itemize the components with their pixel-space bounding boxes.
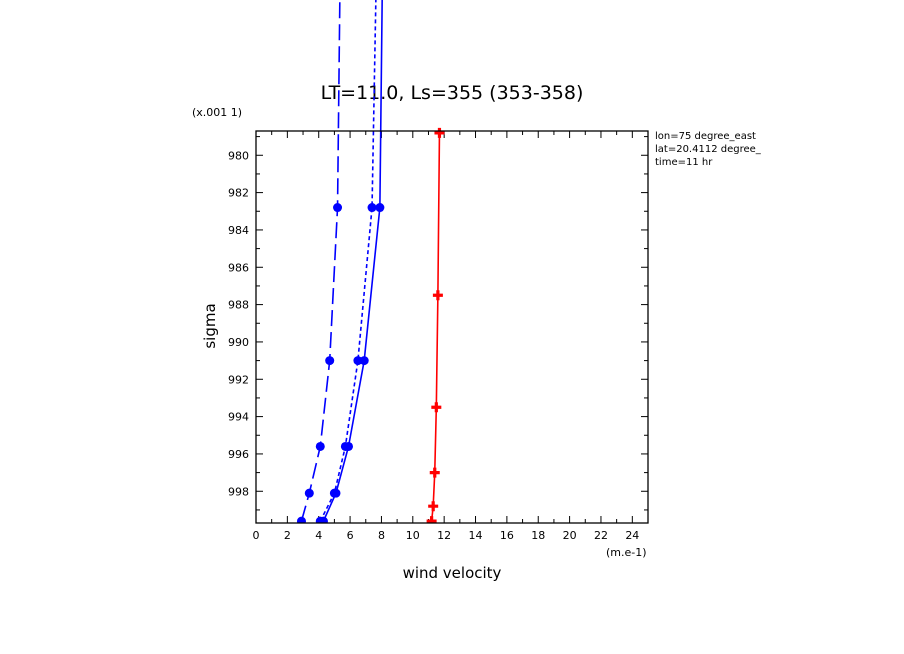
y-tick-label: 982	[228, 187, 249, 200]
x-tick-label: 4	[315, 529, 322, 542]
chart-title: LT=11.0, Ls=355 (353-358)	[321, 82, 584, 104]
x-tick-label: 18	[531, 529, 545, 542]
series-point-4	[434, 127, 445, 138]
x-tick-label: 24	[625, 529, 639, 542]
annotation-lon: lon=75 degree_east	[655, 131, 756, 142]
series-point-1	[304, 488, 314, 498]
y-tick-label: 986	[228, 261, 249, 274]
y-tick-label: 984	[228, 224, 249, 237]
y-tick-label: 980	[228, 149, 249, 162]
series-point-3	[375, 203, 385, 213]
series-point-1	[296, 516, 306, 523]
x-tick-label: 16	[500, 529, 514, 542]
series-point-4	[432, 290, 443, 301]
x-tick-label: 20	[563, 529, 577, 542]
annotation-lat: lat=20.4112 degree_	[655, 144, 762, 155]
axis-ticks: 0 2 4 6 8 10 12 14 16 18 20 22 249809829849869889909…	[228, 131, 648, 542]
annotation-time: time=11 hr	[655, 157, 713, 168]
series-point-3	[331, 488, 341, 498]
series-line-1	[300, 0, 341, 522]
x-tick-label: 12	[437, 529, 451, 542]
y-tick-label: 988	[228, 299, 249, 312]
series-point-3	[318, 516, 328, 523]
y-axis-label: sigma	[201, 303, 219, 348]
y-unit-label: (x.001 1)	[192, 106, 242, 119]
series-point-4	[426, 516, 437, 523]
x-axis-label: wind velocity	[403, 564, 502, 582]
plot-frame	[255, 130, 649, 524]
series-point-4	[428, 501, 439, 512]
series-line-3	[322, 0, 383, 522]
y-tick-label: 994	[228, 411, 249, 424]
x-tick-label: 0	[253, 529, 260, 542]
y-tick-label: 998	[228, 485, 249, 498]
series-point-1	[333, 203, 343, 213]
y-tick-label: 992	[228, 373, 249, 386]
series-point-1	[315, 441, 325, 451]
series-point-4	[431, 402, 442, 413]
series-point-2	[353, 356, 363, 366]
series-point-1	[325, 356, 335, 366]
series-point-3	[344, 441, 354, 451]
series-line-4	[430, 132, 441, 522]
x-tick-label: 6	[347, 529, 354, 542]
series-point-2	[367, 203, 377, 213]
series-point-3	[359, 356, 369, 366]
series-point-4	[429, 467, 440, 478]
y-tick-label: 990	[228, 336, 249, 349]
x-tick-label: 14	[469, 529, 483, 542]
y-tick-label: 996	[228, 448, 249, 461]
series-line-2	[319, 0, 377, 522]
x-tick-label: 10	[406, 529, 420, 542]
x-tick-label: 22	[594, 529, 608, 542]
x-tick-label: 8	[378, 529, 385, 542]
series-group	[296, 0, 445, 523]
x-tick-label: 2	[284, 529, 291, 542]
x-unit-label: (m.e-1)	[606, 546, 647, 559]
